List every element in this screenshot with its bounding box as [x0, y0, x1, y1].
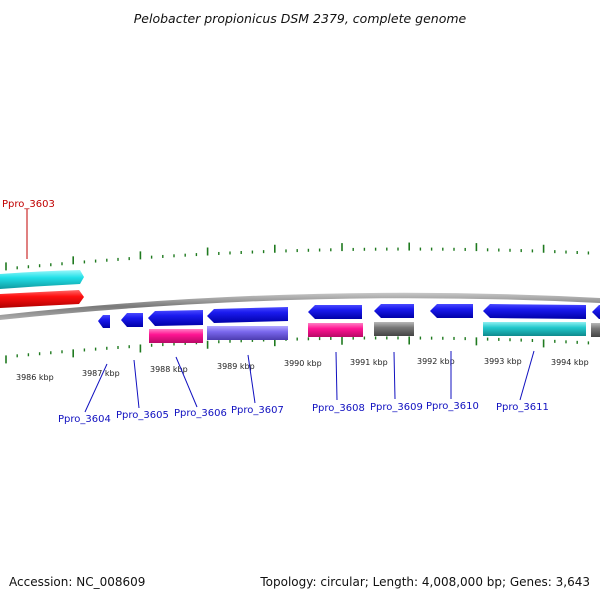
- gene-labels: Ppro_3603 Ppro_3604 Ppro_3605 Ppro_3606 …: [2, 199, 549, 425]
- scale-label: 3994 kbp: [551, 358, 589, 367]
- feature-ppro-3607-gene[interactable]: [207, 307, 288, 323]
- accession-text: Accession: NC_008609: [9, 575, 145, 589]
- leader-line-ppro-3606: [175, 356, 198, 408]
- leader-line-ppro-3611: [519, 350, 535, 401]
- gene-label-ppro-3611[interactable]: Ppro_3611: [496, 402, 549, 413]
- leader-line-ppro-3608: [335, 351, 338, 401]
- feature-ppro-3612-product[interactable]: [591, 323, 600, 337]
- feature-ppro-3611-product[interactable]: [483, 322, 586, 336]
- gene-label-ppro-3610[interactable]: Ppro_3610: [426, 401, 479, 412]
- genome-backbone: [0, 292, 600, 320]
- forward-strand-features: [0, 270, 84, 308]
- leader-line-ppro-3604: [84, 363, 108, 413]
- gene-label-ppro-3605[interactable]: Ppro_3605: [116, 410, 169, 421]
- scale-label: 3988 kbp: [150, 365, 188, 374]
- genome-summary-text: Topology: circular; Length: 4,008,000 bp…: [259, 575, 590, 589]
- reverse-strand-products: [149, 322, 600, 343]
- scale-label: 3986 kbp: [16, 373, 54, 382]
- feature-ppro-3606-product[interactable]: [149, 329, 203, 343]
- leader-line-ppro-3607: [247, 354, 256, 404]
- feature-ppro-3604-gene[interactable]: [98, 315, 110, 328]
- map-title: Pelobacter propionicus DSM 2379, complet…: [134, 11, 467, 26]
- gene-label-ppro-3603[interactable]: Ppro_3603: [2, 199, 55, 210]
- label-leader-lines: [26, 209, 535, 413]
- scale-label: 3990 kbp: [284, 359, 322, 368]
- outer-scale-ticks: [5, 242, 590, 271]
- leader-line-ppro-3609: [393, 351, 396, 400]
- feature-ppro-3603-product[interactable]: [0, 270, 84, 289]
- scale-label: 3989 kbp: [217, 362, 255, 371]
- gene-label-ppro-3604[interactable]: Ppro_3604: [58, 414, 111, 425]
- feature-ppro-3610-gene[interactable]: [430, 304, 473, 318]
- scale-label: 3987 kbp: [82, 369, 120, 378]
- scale-label: 3993 kbp: [484, 357, 522, 366]
- feature-ppro-3608-product[interactable]: [308, 323, 363, 337]
- feature-ppro-3609-product[interactable]: [374, 322, 414, 336]
- gene-label-ppro-3607[interactable]: Ppro_3607: [231, 405, 284, 416]
- feature-ppro-3609-gene[interactable]: [374, 304, 414, 318]
- feature-ppro-3608-gene[interactable]: [308, 305, 362, 319]
- scale-labels: 3986 kbp 3987 kbp 3988 kbp 3989 kbp 3990…: [16, 357, 589, 382]
- leader-line-ppro-3605: [133, 359, 140, 409]
- feature-ppro-3607-product[interactable]: [207, 326, 288, 340]
- scale-label: 3992 kbp: [417, 357, 455, 366]
- feature-ppro-3606-gene[interactable]: [148, 310, 203, 326]
- gene-label-ppro-3606[interactable]: Ppro_3606: [174, 408, 227, 419]
- feature-ppro-3603-gene[interactable]: [0, 290, 84, 308]
- scale-label: 3991 kbp: [350, 358, 388, 367]
- feature-ppro-3605-gene[interactable]: [121, 313, 143, 327]
- feature-ppro-3611-gene[interactable]: [483, 304, 586, 319]
- gene-label-ppro-3609[interactable]: Ppro_3609: [370, 402, 423, 413]
- reverse-strand-genes: [98, 304, 600, 328]
- feature-ppro-3612-gene[interactable]: [592, 305, 600, 319]
- gene-label-ppro-3608[interactable]: Ppro_3608: [312, 403, 365, 414]
